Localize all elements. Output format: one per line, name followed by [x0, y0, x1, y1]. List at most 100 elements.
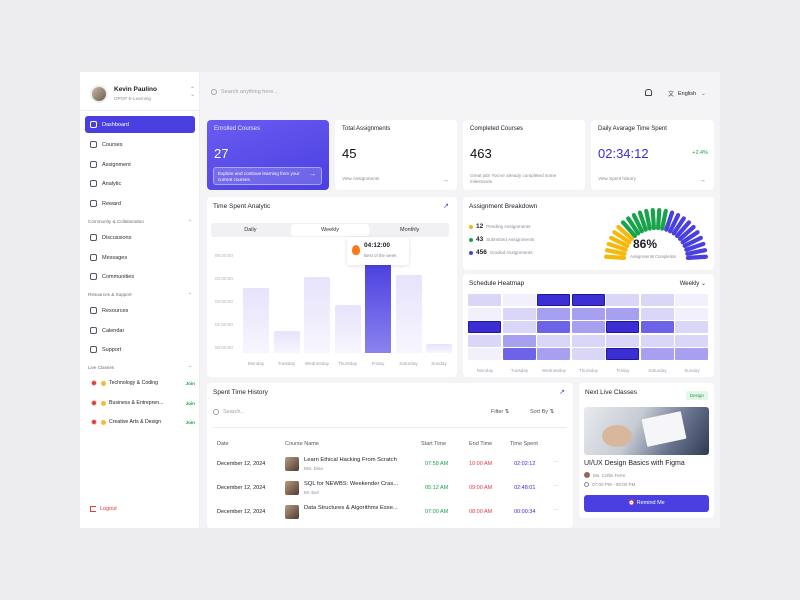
- enrolled-courses-card[interactable]: Enrolled Courses 27 Explore and continue…: [207, 120, 329, 190]
- heatmap-cell[interactable]: [571, 334, 605, 347]
- sidebar-item-resources[interactable]: Resources: [85, 302, 195, 319]
- heatmap-cell[interactable]: [468, 334, 501, 347]
- section-community[interactable]: Community & Collaboration ⌃: [88, 219, 192, 225]
- join-button[interactable]: Join: [185, 400, 195, 406]
- sidebar-item-label: Courses: [102, 141, 123, 148]
- tab-monthly[interactable]: Monthly: [400, 227, 420, 233]
- heatmap-day-label: Sunday: [684, 368, 700, 373]
- tab-daily[interactable]: Daily: [244, 227, 257, 233]
- heatmap-day-label: Friday: [616, 368, 630, 373]
- sidebar-item-discussions[interactable]: Discussions: [85, 229, 195, 246]
- arrow-right-icon[interactable]: →: [699, 177, 706, 184]
- heatmap-cell[interactable]: [571, 294, 605, 306]
- gauge-segment: [677, 224, 696, 242]
- heatmap-cell[interactable]: [675, 307, 708, 320]
- heatmap-cell[interactable]: [606, 294, 639, 306]
- chart-bar[interactable]: [365, 262, 391, 353]
- heatmap-cell[interactable]: [537, 334, 570, 347]
- folder-icon: [90, 307, 97, 314]
- sidebar-item-reward[interactable]: Reward: [85, 195, 195, 212]
- heatmap-cell[interactable]: [537, 294, 570, 306]
- heatmap-cell[interactable]: [502, 348, 536, 360]
- join-button[interactable]: Join: [185, 419, 195, 425]
- view-history-link[interactable]: View Spent history: [598, 176, 636, 181]
- view-assignments-link[interactable]: View Assignments: [342, 176, 380, 181]
- filter-label: Filter: [491, 409, 504, 415]
- heatmap-cell[interactable]: [502, 321, 536, 333]
- chart-bar[interactable]: [426, 344, 452, 353]
- chart-bar[interactable]: [273, 331, 300, 353]
- bell-icon[interactable]: [645, 89, 652, 96]
- heatmap-cell[interactable]: [537, 321, 570, 333]
- heatmap-cell[interactable]: [675, 321, 708, 333]
- language-selector[interactable]: 文 English ⌄: [668, 89, 706, 99]
- heatmap-cell[interactable]: [606, 348, 639, 360]
- heatmap-cell[interactable]: [468, 348, 501, 360]
- sidebar-item-dashboard[interactable]: Dashboard: [85, 116, 195, 133]
- sidebar-item-calendar[interactable]: Calendar: [85, 322, 195, 339]
- heatmap-cell[interactable]: [502, 307, 536, 320]
- sidebar-item-communities[interactable]: Communities: [85, 268, 195, 285]
- more-options-icon[interactable]: ···: [553, 507, 559, 513]
- heatmap-cell[interactable]: [640, 307, 674, 320]
- heatmap-cell[interactable]: [502, 294, 536, 306]
- heatmap-cell[interactable]: [640, 348, 674, 360]
- heatmap-cell[interactable]: [606, 321, 639, 333]
- chart-bar[interactable]: [243, 288, 269, 353]
- period-dropdown[interactable]: Weekly ⌄: [680, 280, 706, 287]
- heatmap-cell[interactable]: [571, 321, 605, 333]
- heatmap-cell[interactable]: [640, 334, 674, 347]
- remind-me-button[interactable]: ⏰ Remind Me: [584, 495, 709, 512]
- external-link-icon[interactable]: ↗: [443, 203, 449, 210]
- heatmap-cell[interactable]: [468, 307, 501, 320]
- sidebar-item-analytic[interactable]: Analytic: [85, 175, 195, 192]
- sidebar-item-courses[interactable]: Courses: [85, 136, 195, 153]
- heatmap-cell[interactable]: [675, 334, 708, 347]
- sidebar-item-support[interactable]: Support: [85, 341, 195, 358]
- profile-switcher[interactable]: Kevin Paulino OPGP E-Learning ⌃ ⌄: [90, 84, 195, 106]
- table-search[interactable]: Search...: [213, 409, 245, 415]
- heatmap-cell[interactable]: [675, 294, 708, 306]
- heatmap-cell[interactable]: [571, 307, 605, 320]
- heatmap-cell[interactable]: [571, 348, 605, 360]
- global-search[interactable]: Search anything here...: [211, 89, 278, 95]
- sidebar-item-assignment[interactable]: Assignment: [85, 156, 195, 173]
- section-live-classes[interactable]: Live Classes ⌃: [88, 365, 192, 371]
- chart-bar[interactable]: [395, 275, 422, 353]
- chart-bar[interactable]: [334, 305, 361, 353]
- live-class-item[interactable]: Creative Arts & Design Join: [91, 415, 195, 429]
- sidebar-item-label: Assignment: [102, 161, 131, 168]
- filter-button[interactable]: Filter ⇅: [491, 409, 509, 415]
- heatmap-cell[interactable]: [537, 348, 570, 360]
- more-options-icon[interactable]: ···: [553, 459, 559, 465]
- heatmap-cell[interactable]: [606, 334, 639, 347]
- explore-courses-link[interactable]: Explore and continue learning from your …: [213, 167, 322, 185]
- chart-bar[interactable]: [304, 277, 330, 353]
- gauge-segment: [685, 248, 708, 256]
- heatmap-cell[interactable]: [606, 307, 639, 320]
- gauge-segment: [626, 216, 641, 236]
- live-class-item[interactable]: Business & Entrepren... Join: [91, 396, 195, 410]
- tab-weekly[interactable]: Weekly: [290, 224, 370, 236]
- medal-icon: [90, 200, 97, 207]
- section-resources[interactable]: Resources & Support ⌃: [88, 292, 192, 298]
- more-options-icon[interactable]: ···: [553, 483, 559, 489]
- legend-label: Submitted Assignments: [486, 237, 535, 242]
- heatmap-cell[interactable]: [468, 294, 501, 306]
- live-class-label: Technology & Coding: [109, 380, 159, 386]
- external-link-icon[interactable]: ↗: [559, 389, 565, 396]
- heatmap-cell[interactable]: [502, 334, 536, 347]
- heatmap-cell[interactable]: [468, 321, 501, 333]
- gauge-segment: [604, 248, 627, 256]
- logout-button[interactable]: Logout: [90, 506, 117, 512]
- heatmap-cell[interactable]: [640, 321, 674, 333]
- heatmap-cell[interactable]: [640, 294, 674, 306]
- join-button[interactable]: Join: [185, 380, 195, 386]
- live-class-item[interactable]: Technology & Coding Join: [91, 376, 195, 390]
- gauge-segment: [631, 213, 644, 234]
- arrow-right-icon[interactable]: →: [442, 177, 449, 184]
- sort-button[interactable]: Sort By ⇅: [530, 409, 554, 415]
- sidebar-item-messages[interactable]: Messages: [85, 249, 195, 266]
- heatmap-cell[interactable]: [675, 348, 708, 360]
- heatmap-cell[interactable]: [537, 307, 570, 320]
